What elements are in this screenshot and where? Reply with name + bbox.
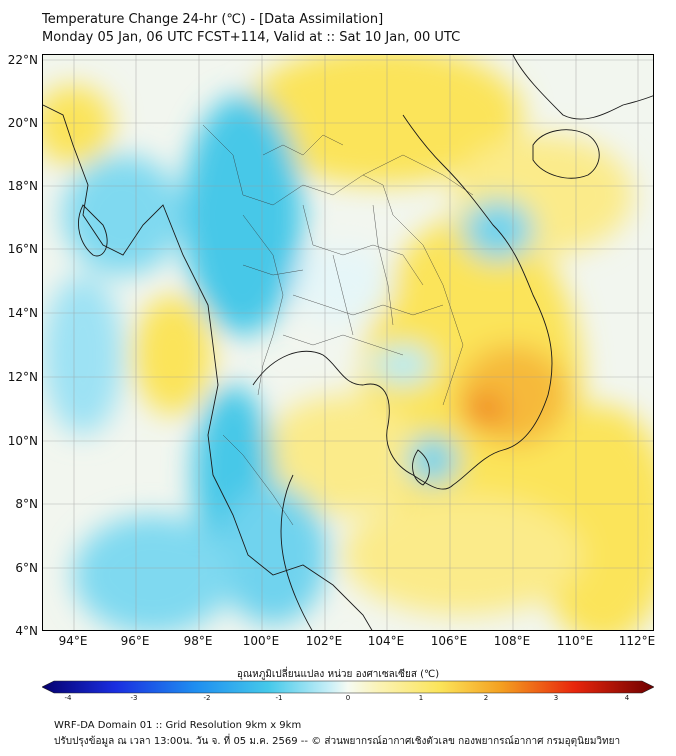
lat-label: 22°N: [7, 53, 38, 67]
lon-label: 112°E: [618, 634, 656, 648]
colorbar-title: อุณหภูมิเปลี่ยนแปลง หน่วย องศาเซลเซียส (…: [236, 669, 440, 680]
lat-label: 16°N: [7, 242, 38, 256]
lon-label: 94°E: [58, 634, 88, 648]
lat-label: 6°N: [15, 561, 38, 575]
colorbar-tick: -3: [130, 694, 138, 702]
lat-label: 8°N: [15, 497, 38, 511]
map-subtitle: Monday 05 Jan, 06 UTC FCST+114, Valid at…: [42, 30, 461, 45]
lat-label: 20°N: [7, 116, 38, 130]
temperature-change-map: [42, 54, 654, 631]
lon-label: 102°E: [305, 634, 343, 648]
borders: [202, 124, 474, 526]
lon-label: 100°E: [242, 634, 280, 648]
colorbar-tick: -4: [64, 694, 72, 702]
footer-domain-info: WRF-DA Domain 01 :: Grid Resolution 9km …: [54, 720, 302, 731]
colorbar-tick: -2: [203, 694, 211, 702]
lat-label: 4°N: [15, 624, 38, 638]
lat-label: 14°N: [7, 306, 38, 320]
lon-label: 96°E: [120, 634, 150, 648]
temperature-field: [43, 55, 653, 630]
colorbar-tick: 4: [624, 694, 630, 702]
colorbar-tick: 2: [483, 694, 489, 702]
footer-credit: ปรับปรุงข้อมูล ณ เวลา 13:00น. วัน จ. ที่…: [54, 736, 621, 747]
map-title: Temperature Change 24-hr (℃) - [Data Ass…: [42, 12, 384, 27]
lat-label: 18°N: [7, 179, 38, 193]
colorbar-tick: 0: [345, 694, 351, 702]
lon-label: 110°E: [556, 634, 594, 648]
graticule: [43, 55, 653, 630]
colorbar-tick: 1: [418, 694, 424, 702]
coastlines: [43, 55, 653, 630]
lon-label: 98°E: [183, 634, 213, 648]
lon-label: 108°E: [493, 634, 531, 648]
colorbar-tick: 3: [553, 694, 559, 702]
colorbar: [42, 680, 654, 694]
lon-label: 104°E: [367, 634, 405, 648]
lat-label: 10°N: [7, 434, 38, 448]
lat-label: 12°N: [7, 370, 38, 384]
lon-label: 106°E: [430, 634, 468, 648]
colorbar-tick: -1: [275, 694, 283, 702]
